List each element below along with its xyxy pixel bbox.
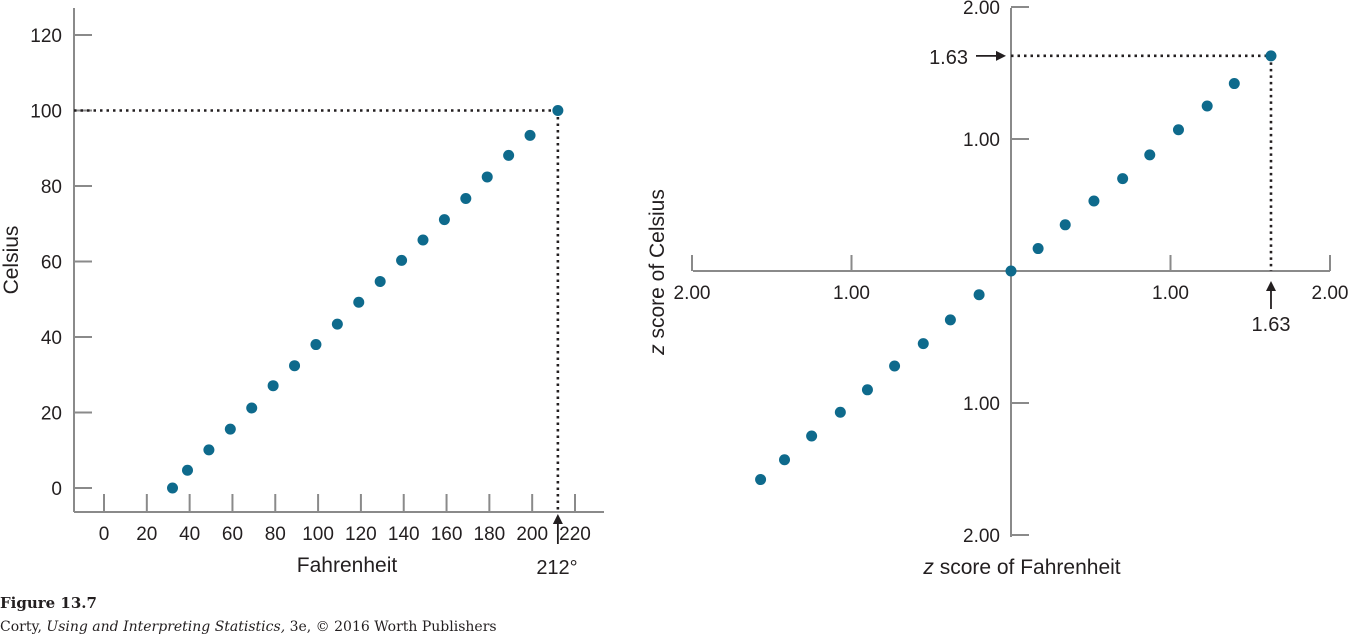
credit-title: Using and Interpreting Statistics, [46, 619, 286, 635]
y-tick-label: 20 [41, 404, 62, 425]
data-point [181, 464, 193, 476]
y-axis-title: z score of Celsius [646, 189, 669, 356]
z-score-scatter: 2.00 1.00 1.00 2.002.001.001.002.00z score … [646, 0, 1348, 579]
data-point [524, 129, 536, 141]
y-tick-label: 0 [51, 479, 62, 500]
y-axis-title-z: z [646, 344, 669, 356]
x-tick-label: 80 [265, 524, 286, 545]
data-point [1032, 243, 1044, 255]
credit-rest: 3e, © 2016 Worth Publishers [285, 619, 497, 635]
y-tick-label: 2.00 [963, 0, 1000, 19]
data-point [861, 384, 873, 396]
data-point [1172, 124, 1184, 136]
x-tick-label: 2.00 [1312, 283, 1349, 304]
data-point [203, 444, 215, 456]
data-point [1005, 265, 1017, 277]
data-point [167, 482, 179, 494]
data-point [944, 314, 956, 326]
data-point [834, 406, 846, 418]
x-tick-label: 100 [302, 524, 334, 545]
x-axis-title: z score of Fahrenheit [922, 556, 1120, 579]
data-point [1059, 219, 1071, 231]
data-point [552, 105, 564, 116]
data-point [1088, 195, 1100, 207]
x-tick-label: 180 [474, 524, 506, 545]
annotation-163-y: 1.63 [929, 47, 968, 69]
y-tick-label: 120 [30, 26, 62, 47]
annotation-212: 212° [536, 557, 577, 579]
x-tick-label: 60 [222, 524, 243, 545]
data-point [481, 171, 493, 183]
data-point [289, 360, 301, 372]
data-point [310, 339, 322, 351]
data-point [460, 192, 472, 204]
data-point [503, 149, 515, 161]
data-point [917, 338, 929, 350]
data-point [779, 454, 791, 466]
data-point [353, 296, 365, 308]
x-axis-title: Fahrenheit [297, 554, 398, 577]
data-point [438, 214, 450, 226]
x-tick-label: 2.00 [674, 283, 711, 304]
x-axis-title-z: z [922, 556, 934, 579]
annotation-163-x: 1.63 [1252, 314, 1291, 336]
y-tick-label: 60 [41, 253, 62, 274]
data-point [1228, 78, 1240, 90]
data-point [267, 380, 279, 392]
data-point [331, 318, 343, 330]
y-tick-label: 80 [41, 177, 62, 198]
x-axis-title-rest: score of Fahrenheit [934, 556, 1121, 579]
x-tick-label: 140 [388, 524, 420, 545]
x-tick-label: 20 [136, 524, 157, 545]
x-tick-label: 220 [559, 524, 591, 545]
fahrenheit-celsius-scatter: 0 20 40 60 80 100 120 0 20 40 60 80 100 120 140 160 180 2… [0, 8, 604, 579]
data-point [1201, 100, 1213, 112]
y-tick-label: 2.00 [963, 526, 1000, 547]
y-tick-label: 1.00 [963, 130, 1000, 151]
data-point [224, 423, 236, 435]
y-axis-title-rest: score of Celsius [646, 189, 669, 344]
data-point [374, 276, 386, 288]
y-tick-label: 100 [30, 102, 62, 123]
arrow-163-x-head [1265, 281, 1276, 291]
arrow-212-head [552, 514, 563, 524]
x-tick-label: 40 [179, 524, 200, 545]
credit-author: Corty, [0, 619, 47, 635]
x-tick-label: 160 [431, 524, 463, 545]
data-point [973, 289, 985, 301]
data-point [1117, 173, 1129, 185]
figure-number: Figure 13.7 [0, 594, 97, 612]
data-point [1144, 149, 1156, 161]
x-tick-label: 200 [516, 524, 548, 545]
data-point [889, 360, 901, 372]
x-tick-label: 1.00 [833, 283, 870, 304]
arrow-163-y-head [996, 50, 1006, 61]
data-point [1265, 50, 1277, 62]
y-axis-title: Celsius [0, 226, 23, 295]
x-tick-label: 120 [345, 524, 377, 545]
data-point [396, 254, 408, 266]
figure-credit: Corty, Using and Interpreting Statistics… [0, 619, 497, 635]
y-tick-label: 40 [41, 328, 62, 349]
x-tick-label: 0 [99, 524, 110, 545]
y-tick-label: 1.00 [963, 394, 1000, 415]
x-tick-label: 1.00 [1152, 283, 1189, 304]
data-point [755, 474, 767, 486]
data-point [806, 430, 818, 442]
data-point [246, 402, 258, 414]
data-point [417, 234, 429, 246]
